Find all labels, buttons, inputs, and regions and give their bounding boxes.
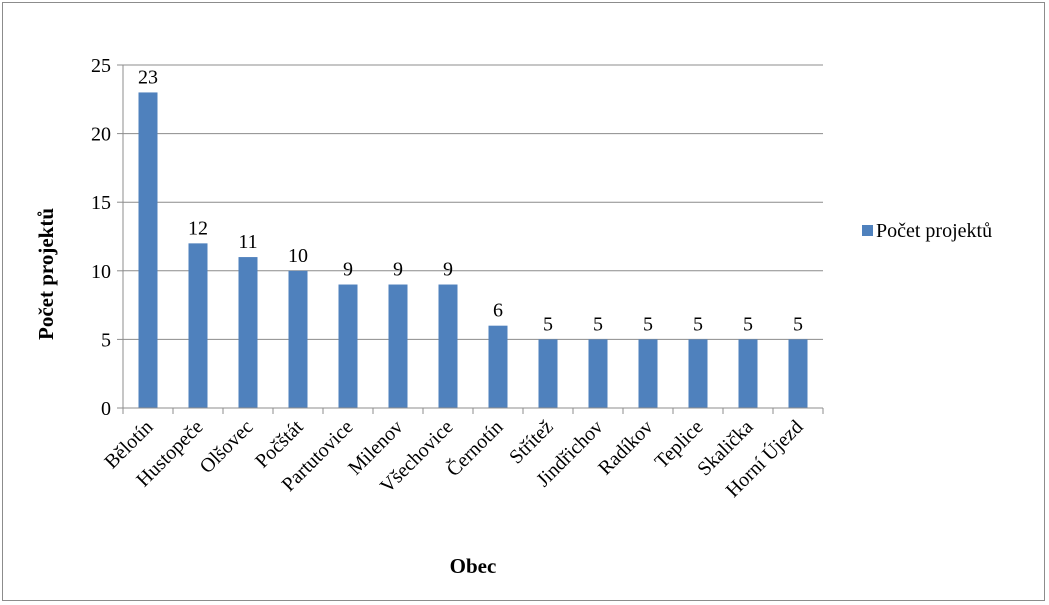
- data-label: 12: [188, 217, 208, 239]
- x-tick-label: Černotín: [441, 415, 507, 481]
- axes: [117, 64, 824, 414]
- data-labels: 23 12 11 10 9 9 9 6 5 5 5 5 5 5: [138, 66, 803, 335]
- data-label: 5: [593, 313, 603, 335]
- y-tick-label: 15: [91, 192, 111, 214]
- bar: [488, 325, 508, 408]
- y-tick-label: 5: [101, 329, 111, 351]
- data-label: 5: [643, 313, 653, 335]
- y-tick-label: 25: [91, 55, 111, 77]
- data-label: 10: [288, 245, 308, 267]
- data-label: 5: [693, 313, 703, 335]
- y-tick-labels: 0 5 10 15 20 25: [91, 55, 111, 420]
- x-tick-labels: BělotínHustopečeOlšovecPočštátPartutovic…: [100, 415, 807, 502]
- bar: [238, 257, 258, 408]
- bar: [738, 339, 758, 408]
- y-tick-label: 10: [91, 261, 111, 283]
- legend-swatch: [862, 225, 873, 236]
- bar: [438, 284, 458, 408]
- data-label: 9: [343, 259, 353, 281]
- data-label: 11: [238, 231, 257, 253]
- data-label: 9: [393, 259, 403, 281]
- x-axis-title: Obec: [450, 554, 497, 578]
- bar: [288, 270, 308, 408]
- bar: [788, 339, 808, 408]
- legend: Počet projektů: [862, 220, 992, 242]
- bars: [138, 92, 808, 408]
- data-label: 5: [543, 313, 553, 335]
- bar: [138, 92, 158, 408]
- gridlines: [123, 64, 823, 340]
- data-label: 6: [493, 300, 503, 322]
- data-label: 5: [743, 313, 753, 335]
- data-label: 9: [443, 259, 453, 281]
- x-tick-label: Radíkov: [594, 416, 657, 479]
- data-label: 23: [138, 66, 158, 88]
- bar: [338, 284, 358, 408]
- y-axis-title: Počet projektů: [34, 208, 58, 340]
- bar: [588, 339, 608, 408]
- y-tick-label: 20: [91, 124, 111, 146]
- x-tick-label: Olšovec: [196, 416, 258, 478]
- bar: [638, 339, 658, 408]
- bar: [388, 284, 408, 408]
- data-label: 5: [793, 313, 803, 335]
- bar: [538, 339, 558, 408]
- y-tick-label: 0: [101, 398, 111, 420]
- legend-label: Počet projektů: [876, 220, 992, 242]
- bar: [188, 243, 208, 408]
- bar: [688, 339, 708, 408]
